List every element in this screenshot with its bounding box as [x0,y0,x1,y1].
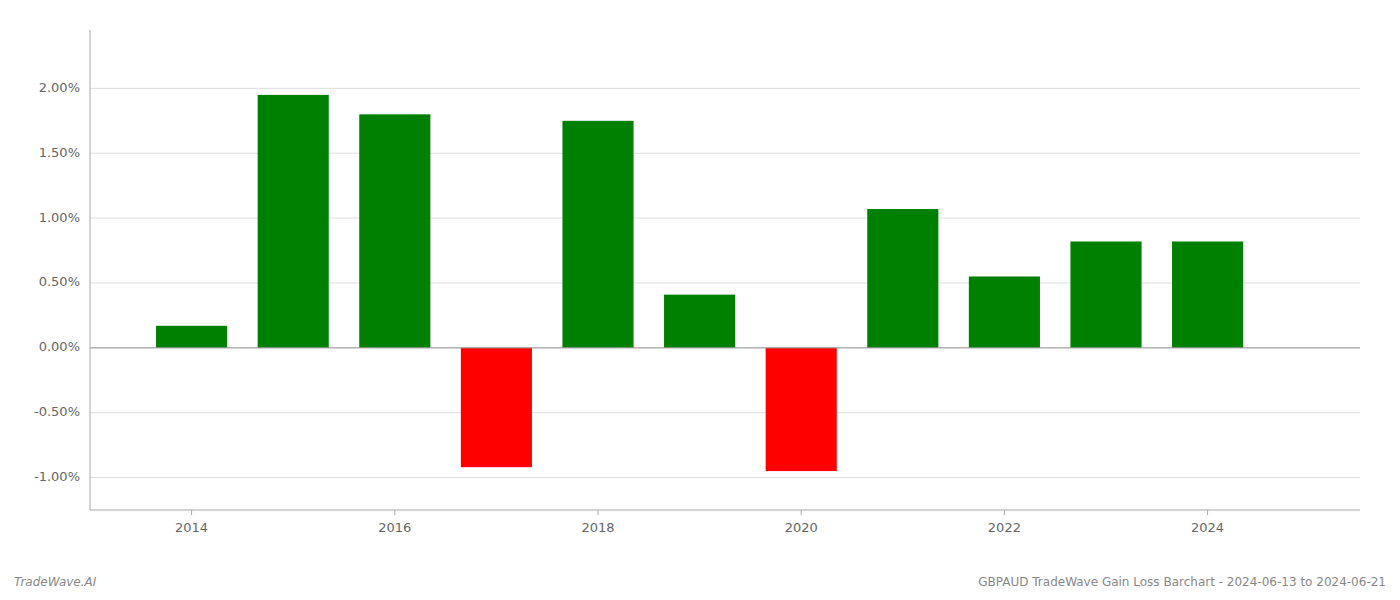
x-tick-label: 2018 [581,520,614,535]
y-tick-label: -1.00% [34,469,80,484]
x-tick [598,510,599,515]
bars [156,95,1243,471]
y-tick-label: 1.00% [39,210,80,225]
bar [969,276,1040,347]
x-tick [1207,510,1208,515]
x-tick [191,510,192,515]
x-tick-label: 2014 [175,520,208,535]
bar [766,348,837,471]
bar [867,209,938,348]
x-tick-label: 2016 [378,520,411,535]
x-tick-label: 2024 [1191,520,1224,535]
grid-line [90,347,1360,348]
bar [359,114,430,348]
bar [258,95,329,348]
zero-line [90,347,1360,348]
bar [156,326,227,348]
x-tick [394,510,395,515]
y-tick-label: -0.50% [34,404,80,419]
bar [562,121,633,348]
y-tick-label: 0.00% [39,339,80,354]
x-axis-line [90,510,1360,511]
x-tick-label: 2022 [988,520,1021,535]
bar [1070,241,1141,347]
x-tick [1004,510,1005,515]
background [0,0,1400,600]
y-tick-labels: -1.00% -0.50% 0.00% 0.50% 1.00% 1.50% 2.00% [34,80,80,484]
chart-svg: -1.00% -0.50% 0.00% 0.50% 1.00% 1.50% 2.00% 201… [0,0,1400,600]
bar [461,348,532,467]
y-grid [90,88,1360,477]
chart-container: -1.00% -0.50% 0.00% 0.50% 1.00% 1.50% 2.00% 201… [0,0,1400,600]
y-tick-label: 0.50% [39,274,80,289]
x-tick [801,510,802,515]
y-tick-label: 2.00% [39,80,80,95]
bar [664,295,735,348]
grid-line [90,88,1360,89]
y-axis-line [90,30,91,510]
x-tick-label: 2020 [785,520,818,535]
y-tick-label: 1.50% [39,145,80,160]
grid-line [90,477,1360,478]
bar [1172,241,1243,347]
title: GBPAUD TradeWave Gain Loss Barchart - 20… [978,575,1386,589]
x-ticks: 2014 2016 2018 2020 2022 2024 [175,510,1224,535]
watermark: TradeWave.AI [14,575,97,589]
grid-line [90,412,1360,413]
